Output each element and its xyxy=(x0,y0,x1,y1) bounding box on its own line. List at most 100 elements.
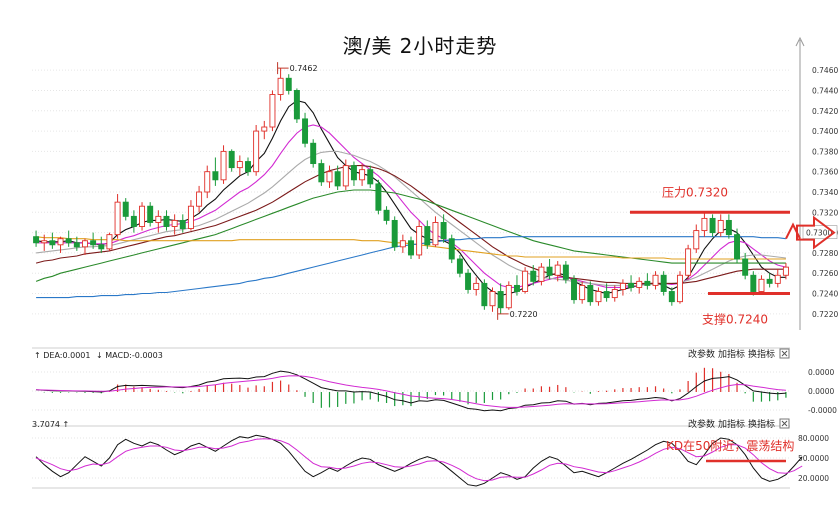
chart-title: 澳/美 2小时走势 xyxy=(342,34,498,58)
candle-body xyxy=(269,94,276,128)
y-tick-label: 0.7320 xyxy=(812,208,838,217)
candle-body xyxy=(660,274,667,292)
y-tick-label: 0.7220 xyxy=(812,310,838,319)
candle-body xyxy=(220,150,227,181)
moving-average-line xyxy=(35,165,786,284)
candle-body xyxy=(82,240,88,248)
close-icon[interactable] xyxy=(781,350,788,357)
candle-body xyxy=(538,266,545,282)
candle-body xyxy=(571,278,577,301)
macd-action-button[interactable]: 改参数 xyxy=(688,348,715,360)
d-line xyxy=(35,438,803,482)
resistance-label: 压力0.7320 xyxy=(662,185,728,199)
macd-y-tick: 0.0000 xyxy=(808,368,834,377)
close-icon[interactable] xyxy=(781,420,788,427)
candle-body xyxy=(139,205,146,227)
candle-body xyxy=(448,238,455,260)
dea-line xyxy=(36,375,786,408)
y-tick-label: 0.7360 xyxy=(812,168,838,177)
candle-body xyxy=(350,165,357,181)
candle-body xyxy=(359,169,366,181)
candle-body xyxy=(595,291,602,303)
candle-body xyxy=(497,291,504,309)
candle-body xyxy=(709,217,716,234)
candle-body xyxy=(693,230,700,250)
candle-body xyxy=(98,244,105,250)
candle-body xyxy=(285,77,292,91)
price-tag-label: 0.7300 xyxy=(806,229,832,238)
y-tick-label: 0.7240 xyxy=(812,290,838,299)
kd-action-button[interactable]: 加指标 xyxy=(718,418,745,430)
candle-body xyxy=(122,201,129,217)
candle-body xyxy=(399,240,406,248)
macd-legend-dea: ↑ DEA:0.0001 xyxy=(34,351,90,360)
kd-y-tick: 80.0000 xyxy=(798,434,829,443)
candle-body xyxy=(481,282,488,307)
candle-body xyxy=(644,280,651,286)
kd-legend: 3.7074 ↑ xyxy=(32,420,69,429)
y-tick-label: 0.7420 xyxy=(812,107,838,116)
kd-action-button[interactable]: 换指标 xyxy=(748,418,775,430)
candle-body xyxy=(253,130,260,173)
axis-arrow-icon xyxy=(795,36,805,47)
candle-body xyxy=(106,234,113,250)
candle-body xyxy=(579,284,586,301)
candle-body xyxy=(717,219,724,234)
candle-body xyxy=(416,226,423,256)
kd-y-tick: 50.0000 xyxy=(798,454,829,463)
candle-body xyxy=(391,219,398,248)
candle-body xyxy=(114,201,121,236)
candle-body xyxy=(505,284,512,309)
y-tick-label: 0.7400 xyxy=(812,127,838,136)
candle-body xyxy=(408,240,414,256)
candle-body xyxy=(603,291,610,299)
kd-annotation: KD在50附近，震荡结构 xyxy=(666,438,794,453)
candle-body xyxy=(554,264,561,276)
candle-body xyxy=(636,280,643,288)
candle-body xyxy=(725,219,732,236)
candle-body xyxy=(628,282,635,288)
candle-body xyxy=(293,90,300,120)
low-label: 0.7220 xyxy=(510,310,538,319)
kd-y-tick: 20.0000 xyxy=(798,474,829,483)
candle-body xyxy=(611,289,618,299)
support-label: 支撑0.7240 xyxy=(702,312,768,327)
moving-average-line xyxy=(35,189,786,282)
candle-body xyxy=(245,161,251,173)
candle-body xyxy=(90,240,97,246)
candle-body xyxy=(782,266,789,276)
candle-body xyxy=(310,142,317,165)
y-tick-label: 0.7340 xyxy=(812,188,838,197)
candle-body xyxy=(440,222,447,240)
candle-body xyxy=(65,238,72,244)
macd-action-button[interactable]: 加指标 xyxy=(718,348,745,360)
candle-body xyxy=(302,118,309,144)
kd-action-button[interactable]: 改参数 xyxy=(688,418,715,430)
candle-body xyxy=(465,272,472,290)
candle-body xyxy=(513,284,520,292)
candle-body xyxy=(774,274,781,284)
macd-y-tick: 0.0000 xyxy=(808,387,834,396)
right-arrow-icon xyxy=(796,215,836,250)
k-line xyxy=(35,434,803,487)
up-arrow-icon xyxy=(785,222,801,240)
high-label: 0.7462 xyxy=(290,64,318,73)
candle-body xyxy=(456,258,463,274)
candle-body xyxy=(522,270,529,292)
candle-body xyxy=(587,284,594,303)
candle-body xyxy=(57,238,64,246)
macd-y-tick: -0.0000 xyxy=(808,406,837,415)
y-tick-label: 0.7380 xyxy=(812,147,838,156)
candle-body xyxy=(734,234,740,260)
macd-legend-macd: ↓ MACD:-0.0003 xyxy=(96,351,163,360)
candle-body xyxy=(171,219,178,227)
candle-body xyxy=(130,215,137,227)
candle-body xyxy=(473,282,480,290)
candle-body xyxy=(277,77,284,95)
candle-body xyxy=(562,264,569,280)
candle-body xyxy=(750,274,757,292)
candle-body xyxy=(342,165,349,187)
candle-body xyxy=(334,171,341,187)
macd-action-button[interactable]: 换指标 xyxy=(748,348,775,360)
